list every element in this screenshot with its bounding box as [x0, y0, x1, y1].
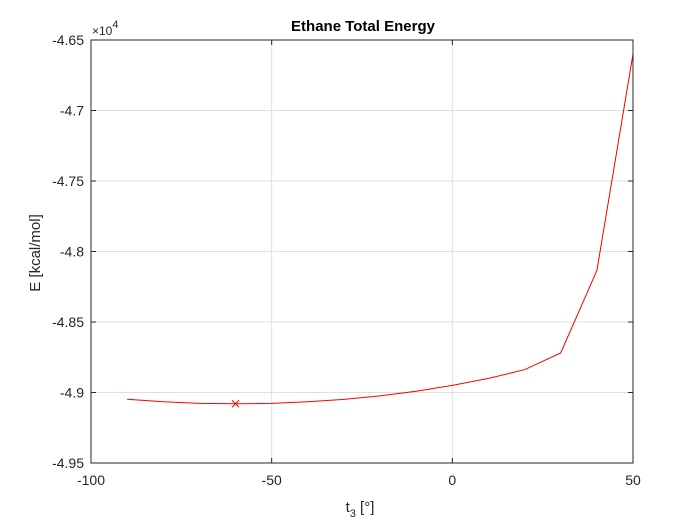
y-tick-label: -4.75	[52, 173, 84, 189]
x-tick-label: 50	[625, 472, 641, 488]
y-tick-label: -4.85	[52, 314, 84, 330]
x-axis-label-subscript: 3	[350, 508, 356, 520]
energy-series-line	[127, 54, 634, 405]
series-layer	[127, 54, 634, 408]
y-exponent-power: 4	[112, 19, 118, 31]
x-tick-label: 0	[448, 472, 456, 488]
x-tick-label: -50	[262, 472, 282, 488]
x-axis-label: t3 [°]	[346, 499, 375, 520]
y-tick-label: -4.7	[60, 103, 84, 119]
y-exponent-base: ×10	[92, 24, 113, 38]
x-tick-label: -100	[77, 472, 105, 488]
x-axis-label-main: t	[346, 499, 351, 516]
minimum-marker-stroke	[231, 399, 240, 408]
y-exponent: ×104	[92, 19, 118, 38]
y-tick-label: -4.65	[52, 32, 84, 48]
x-axis-label-units: [°]	[356, 499, 375, 516]
y-tick-label: -4.95	[52, 455, 84, 471]
y-tick-label: -4.9	[60, 385, 84, 401]
grid-lines	[90, 39, 634, 464]
minimum-marker	[231, 399, 240, 408]
y-tick-label: -4.8	[60, 244, 84, 260]
y-axis-label: E [kcal/mol]	[27, 214, 44, 292]
chart-title: Ethane Total Energy	[291, 18, 436, 35]
tick-layer: -100 -50 0 50 -4.95 -4.9 -4.85 -4.8 -4.75 -4.7 -4.…	[52, 32, 641, 488]
